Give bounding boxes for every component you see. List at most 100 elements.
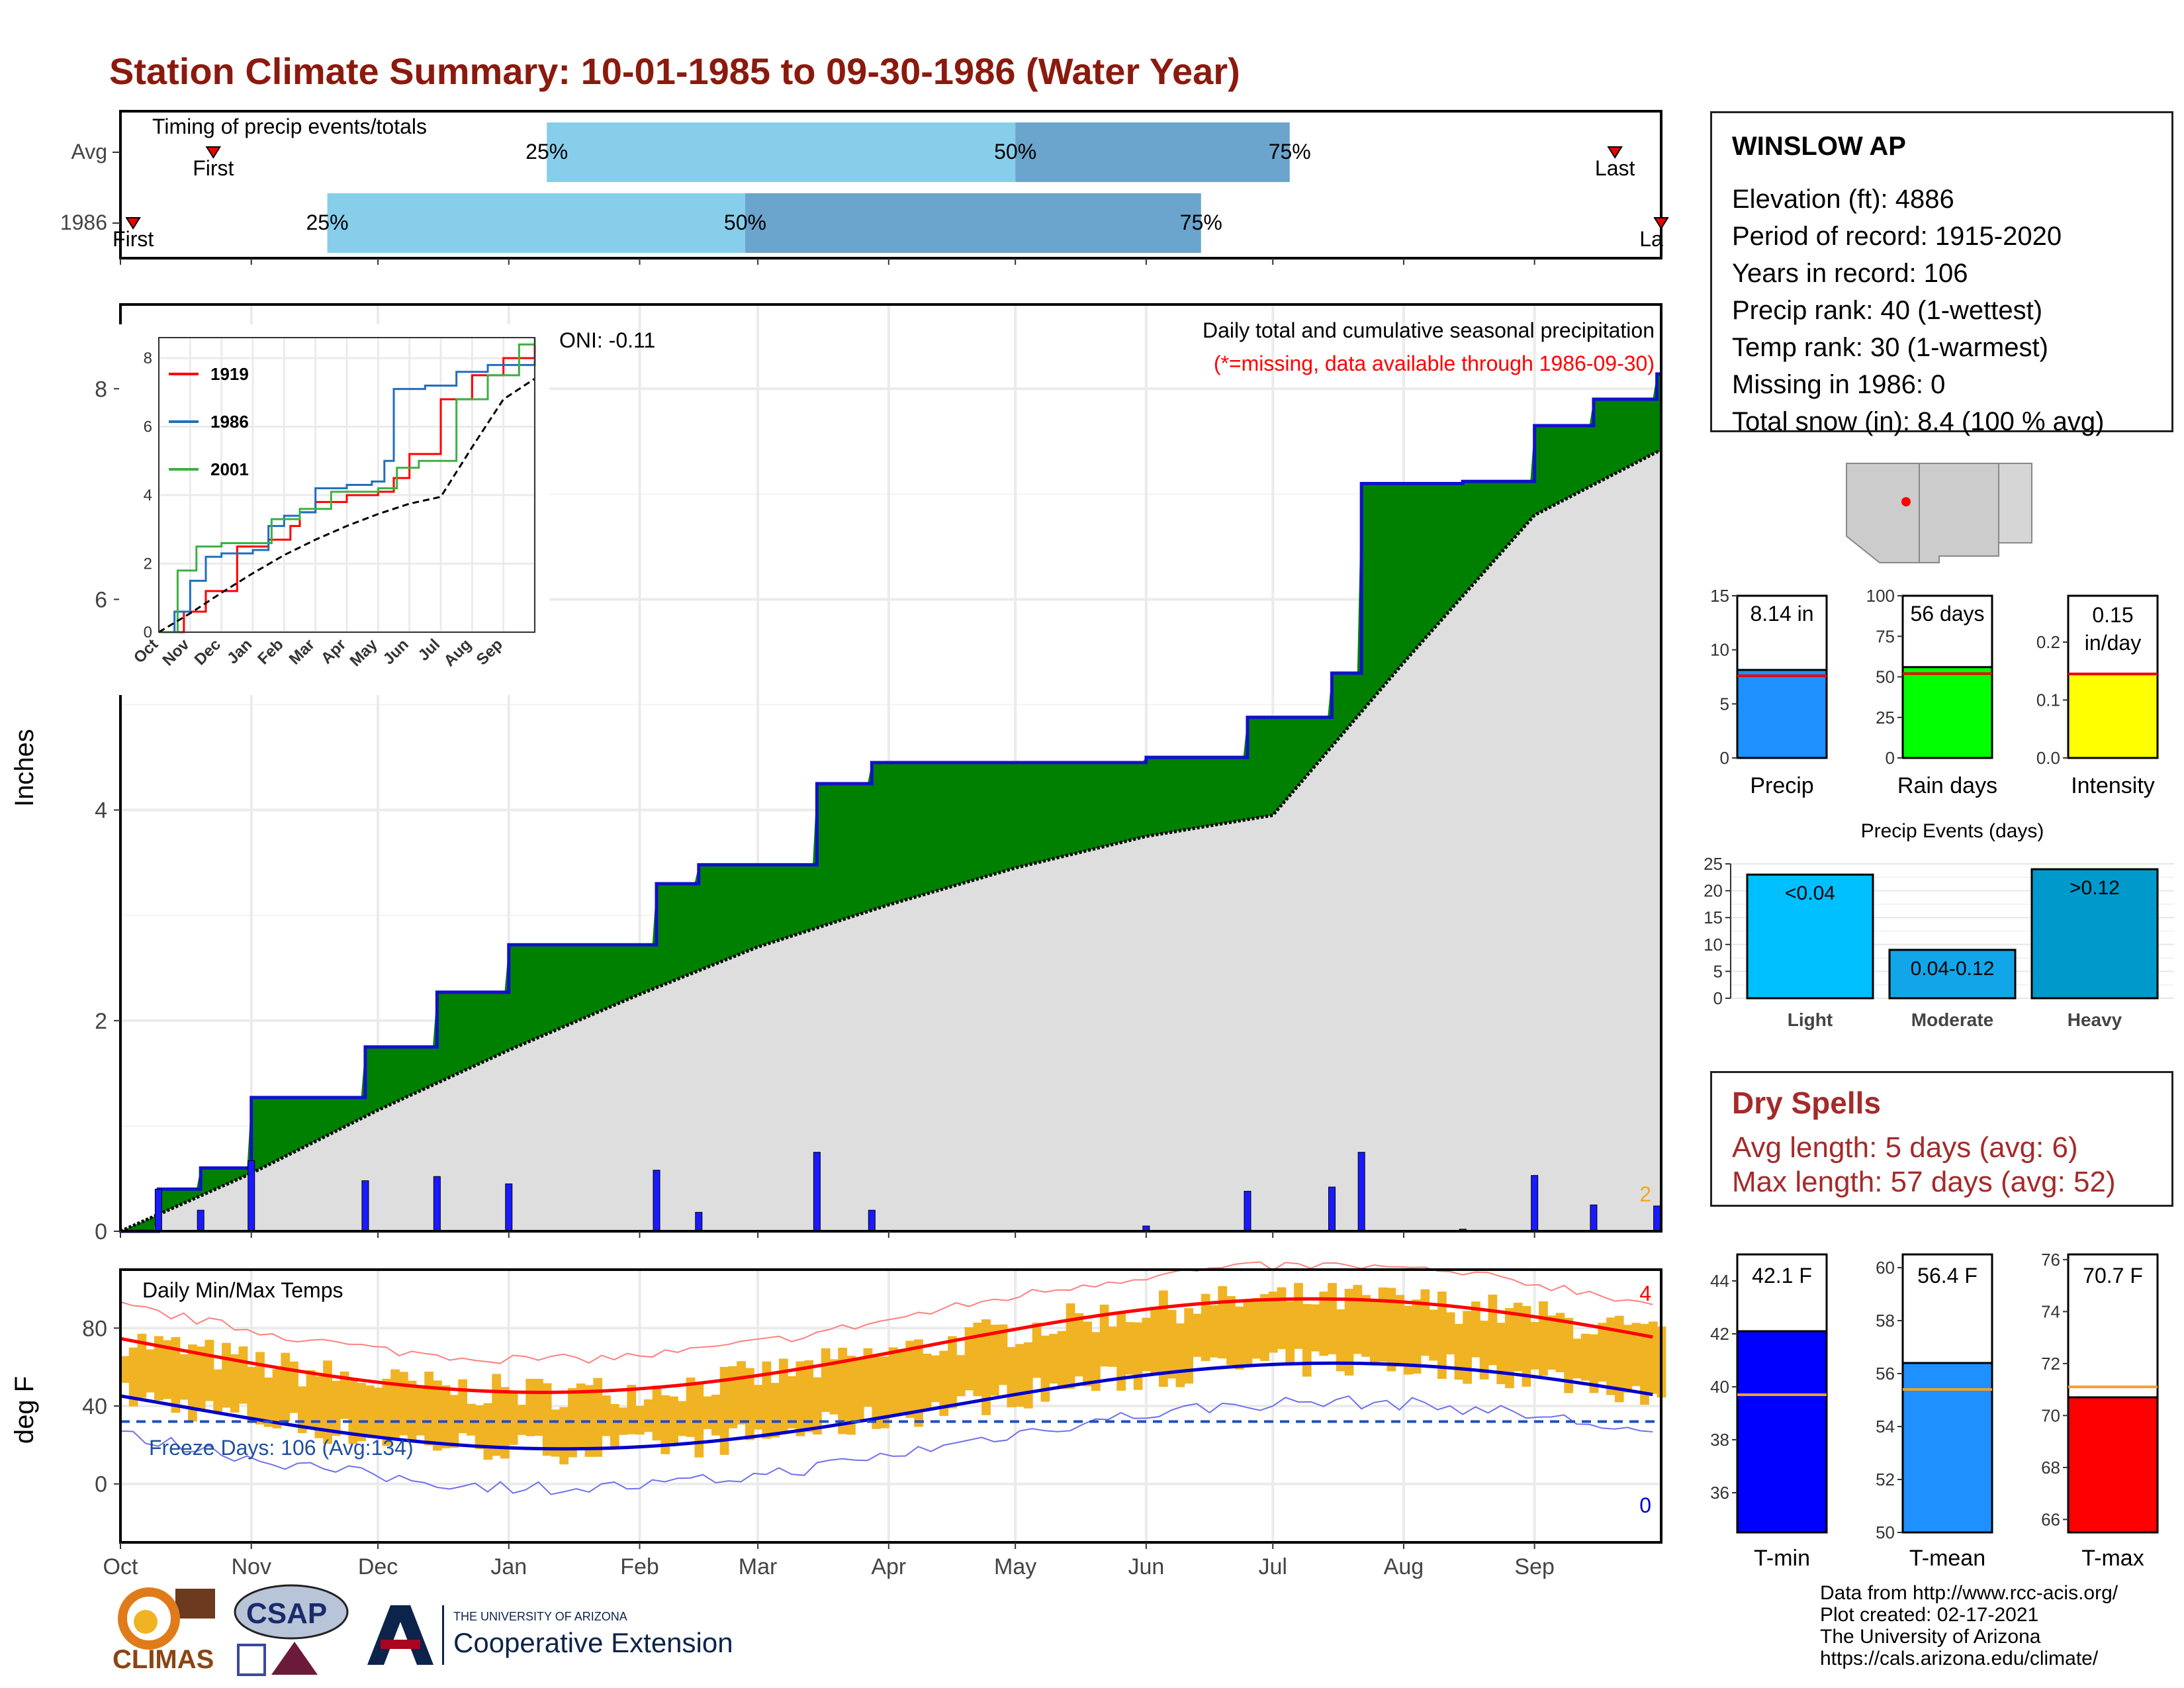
temperature-bar-charts: 36 38 40 42 44 42.1 F T-min 50 52 54 56 58 60 56.4 F T… [1710,1250,2159,1571]
last-event-label: Last [1595,156,1635,180]
daily-temp-bar [1328,1283,1337,1354]
timing-bar-25-50 [547,122,1016,182]
daily-temp-bar [1133,1322,1143,1390]
daily-temp-bar [737,1361,746,1425]
daily-temp-bar [1606,1317,1615,1395]
temp-bar [1901,1362,1993,1534]
precip-ytick-label: 8 [95,377,107,402]
month-label: Jan [490,1554,527,1579]
daily-temp-bar [1193,1313,1202,1357]
station-period: Period of record: 1915-2020 [1732,222,2062,251]
daily-temp-bar [728,1366,738,1429]
daily-temp-bar [1057,1331,1067,1389]
ua-logo-bar [381,1640,420,1649]
ua-divider [442,1605,444,1665]
precip-events-tick-label: 20 [1704,881,1723,901]
daily-temp-bar [1142,1317,1152,1372]
daily-temp-bar [382,1378,392,1446]
daily-temp-bar [1640,1324,1649,1405]
last-event-marker [1607,146,1623,159]
daily-temp-bar [238,1346,248,1404]
daily-temp-bar [854,1359,864,1421]
inset-ytick-label: 6 [144,418,152,436]
daily-temp-bar [1344,1288,1354,1376]
precip-ytick-label: 2 [95,1009,107,1034]
last-event-label: La [1639,227,1663,251]
daily-temp-bar [745,1368,754,1440]
timing-bar-25-50 [327,193,745,253]
month-label: Sep [1514,1554,1555,1579]
temp-bar [2067,1396,2159,1534]
temp-bar-label: T-min [1754,1546,1810,1571]
temp-bar-tick-label: 40 [1710,1377,1729,1397]
inset-ytick-label: 4 [144,487,152,504]
summary-bar-tick-label: 75 [1876,626,1895,646]
freeze-days-label: Freeze Days: 106 (Avg:134) [149,1436,414,1460]
daily-precip-bar [1653,1205,1661,1232]
daily-temp-bar [1378,1287,1388,1362]
csap-rain [237,1644,266,1676]
daily-temp-bar [753,1385,763,1430]
daily-temp-bar [711,1394,721,1436]
ua-logo-a [367,1605,433,1665]
summary-bar-tick-label: 0.0 [2036,748,2060,768]
daily-temp-bar [821,1348,831,1412]
timing-bar-50-75 [745,193,1201,253]
daily-temp-bar [1631,1323,1641,1386]
daily-temp-bar [373,1387,383,1436]
temp-bar-tick-label: 36 [1710,1483,1729,1503]
timing-label-75: 75% [1180,211,1222,234]
timing-bar-50-75 [1015,122,1290,182]
summary-bar-tick-label: 50 [1876,667,1895,687]
temp-bar-tick-label: 50 [1876,1523,1895,1542]
daily-temp-bar [880,1356,889,1429]
daily-temp-bar [306,1370,316,1427]
daily-temp-bar [914,1339,923,1427]
daily-temp-bar [796,1361,805,1436]
temp-bar-label: T-mean [1909,1546,1985,1571]
daily-temp-bar [230,1354,240,1413]
climas-logo-block [175,1589,215,1618]
dry-spells-box: Dry Spells Avg length: 5 days (avg: 6) M… [1710,1071,2173,1207]
daily-temp-bar [1513,1302,1523,1372]
inset-frame [158,337,535,633]
daily-precip-bar [1531,1175,1539,1232]
precip-missing-note: (*=missing, data available through 1986-… [1214,352,1655,375]
avg-max-temp-line [120,1297,1653,1394]
month-label: Jul [1258,1554,1287,1579]
daily-precip-bar [1357,1152,1365,1232]
daily-temp-bar [340,1371,349,1419]
daily-temp-bar [1454,1323,1464,1380]
precip-events-tick-label: 0 [1713,988,1723,1008]
daily-temp-bar [1226,1295,1236,1365]
daily-temp-bar [416,1385,426,1436]
temp-bar-tick-label: 74 [2041,1301,2060,1321]
temp-bar-tick-label: 56 [1876,1364,1895,1383]
daily-temp-bar [948,1336,957,1409]
temp-bar-tick-label: 52 [1876,1470,1895,1489]
month-label: Dec [358,1554,398,1579]
daily-temp-bar [964,1327,974,1391]
inset-legend-label: 1986 [210,412,249,432]
station-info-box: WINSLOW AP Elevation (ft): 4886 Period o… [1710,111,2173,436]
daily-temp-bar [508,1393,518,1445]
precip-event-bar-label: 0.04-0.12 [1911,958,1995,980]
daily-temp-bar [525,1378,535,1436]
daily-temp-bar [458,1379,468,1434]
daily-precip-bar [248,1160,255,1232]
inset-series-2001 [159,338,536,633]
daily-temp-bar [154,1336,163,1401]
daily-temp-bar [1471,1301,1480,1358]
daily-temp-bar [120,1356,130,1383]
daily-temp-bar [542,1383,552,1456]
daily-precip-bar [197,1209,205,1232]
daily-temp-bar [517,1405,527,1435]
temp-bar-tick-label: 42 [1710,1324,1729,1344]
dry-spells-max: Max length: 57 days (avg: 52) [1732,1166,2116,1198]
month-label: Feb [620,1554,659,1579]
csap-cloud [234,1584,349,1640]
station-years: Years in record: 106 [1732,259,1968,288]
daily-temp-bar [939,1350,949,1416]
